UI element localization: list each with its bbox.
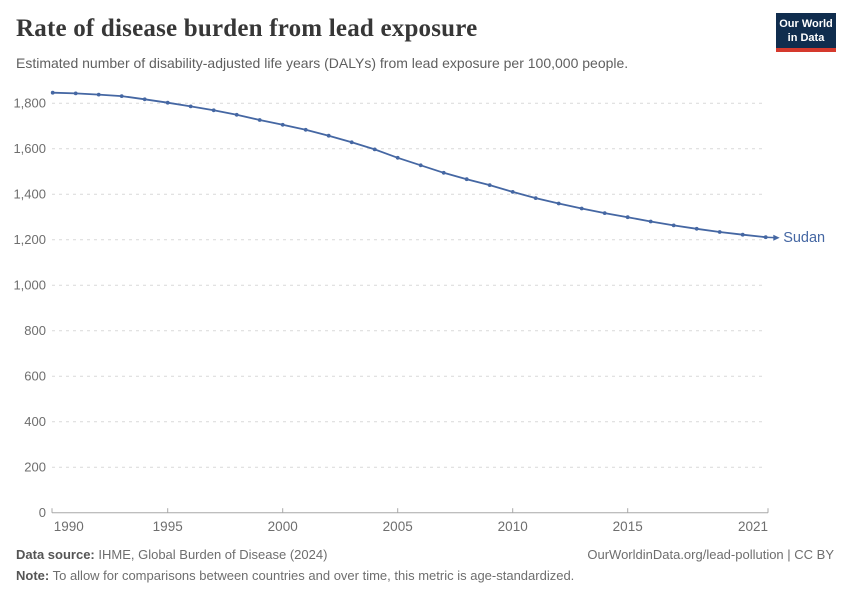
data-point-2007[interactable]: [441, 170, 446, 175]
x-tick-label-1995: 1995: [153, 519, 183, 534]
data-point-2016[interactable]: [648, 219, 653, 224]
line-chart-svg: 0 200 400 600 800 1,000 1,200 1,400 1,600 1,800 19…: [13, 90, 825, 534]
data-source-label: Data source:: [16, 547, 95, 562]
chart-subtitle: Estimated number of disability-adjusted …: [16, 55, 629, 71]
owid-logo-line2: in Data: [787, 32, 825, 45]
y-tick-label-800: 800: [24, 323, 46, 338]
data-point-2008[interactable]: [464, 177, 469, 182]
data-point-1998[interactable]: [234, 112, 239, 117]
data-point-1996[interactable]: [188, 104, 193, 109]
data-point-2005[interactable]: [395, 155, 400, 160]
series-line-sudan[interactable]: [51, 91, 767, 239]
data-point-2010[interactable]: [510, 190, 515, 194]
data-point-1999[interactable]: [257, 118, 262, 122]
data-point-2014[interactable]: [602, 211, 607, 216]
chart-plot-area[interactable]: 0 200 400 600 800 1,000 1,200 1,400 1,600 1,800 19…: [0, 78, 850, 548]
y-tick-label-600: 600: [24, 369, 46, 384]
y-tick-label-400: 400: [24, 414, 46, 429]
data-point-2017[interactable]: [671, 223, 676, 228]
chart-footer: Data source: IHME, Global Burden of Dise…: [16, 547, 834, 583]
data-point-2002[interactable]: [326, 133, 331, 138]
y-tick-label-1800: 1,800: [13, 96, 46, 111]
data-source-line: Data source: IHME, Global Burden of Dise…: [16, 547, 327, 562]
y-tick-label-1200: 1,200: [13, 232, 46, 247]
y-tick-label-200: 200: [24, 460, 46, 475]
data-point-1994[interactable]: [142, 97, 147, 102]
note-label: Note:: [16, 568, 50, 583]
data-source-text: IHME, Global Burden of Disease (2024): [94, 547, 328, 562]
data-point-2020[interactable]: [740, 232, 745, 237]
data-point-2006[interactable]: [418, 163, 423, 168]
data-point-1995[interactable]: [165, 100, 170, 105]
y-tick-label-0: 0: [39, 505, 46, 520]
page-title: Rate of disease burden from lead exposur…: [16, 15, 478, 42]
data-point-2011[interactable]: [533, 196, 538, 200]
x-tick-label-1990: 1990: [54, 519, 84, 534]
data-point-2019[interactable]: [717, 230, 722, 234]
series-label-sudan[interactable]: Sudan: [783, 230, 825, 246]
data-point-2013[interactable]: [579, 206, 584, 211]
note-text: To allow for comparisons between countri…: [49, 568, 575, 583]
data-point-2001[interactable]: [303, 127, 308, 132]
owid-credit-link[interactable]: OurWorldinData.org/lead-pollution | CC B…: [587, 547, 834, 562]
data-point-2003[interactable]: [349, 140, 354, 145]
data-point-1991[interactable]: [73, 91, 78, 96]
y-tick-label-1600: 1,600: [13, 141, 46, 156]
x-tick-label-2010: 2010: [498, 519, 528, 534]
owid-logo[interactable]: Our World in Data: [776, 13, 836, 53]
data-point-2015[interactable]: [625, 215, 630, 220]
data-point-2018[interactable]: [694, 226, 699, 231]
data-point-2004[interactable]: [372, 147, 377, 152]
x-tick-label-2015: 2015: [613, 519, 643, 534]
x-tick-label-2005: 2005: [383, 519, 413, 534]
data-point-2009[interactable]: [487, 183, 492, 187]
owid-logo-line1: Our World: [779, 18, 833, 30]
data-point-1990[interactable]: [50, 90, 55, 95]
series-end-arrow-icon: [773, 234, 780, 241]
data-point-2000[interactable]: [280, 122, 285, 127]
data-point-1997[interactable]: [211, 108, 216, 113]
data-point-1992[interactable]: [96, 92, 101, 97]
x-tick-label-2000: 2000: [268, 519, 298, 534]
y-tick-label-1400: 1,400: [13, 187, 46, 202]
y-tick-label-1000: 1,000: [13, 278, 46, 293]
x-tick-label-2021: 2021: [738, 519, 768, 534]
data-point-2012[interactable]: [556, 201, 561, 206]
data-point-1993[interactable]: [119, 94, 124, 98]
